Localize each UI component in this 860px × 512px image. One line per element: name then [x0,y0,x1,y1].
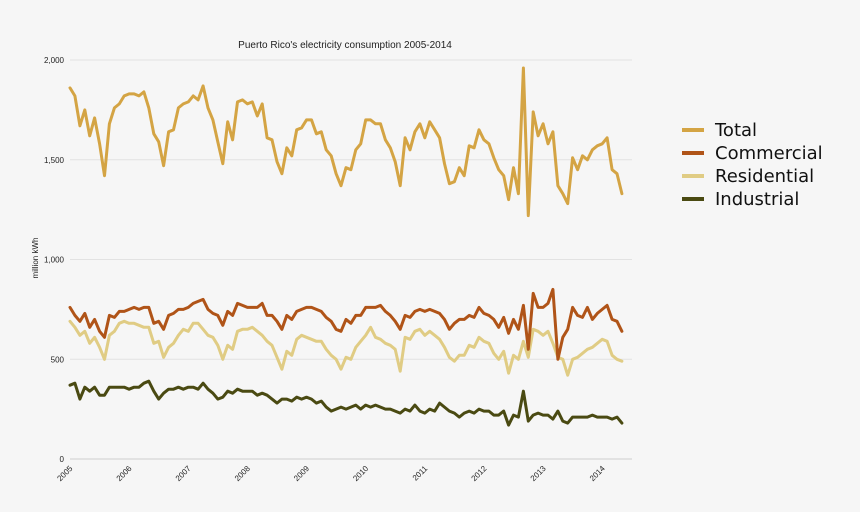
y-tick-label: 1,000 [44,256,65,265]
x-tick-label: 2011 [411,464,430,483]
y-tick-label: 0 [60,455,65,464]
series-line-industrial [68,379,624,427]
series-lines [68,66,624,427]
legend-label-commercial: Commercial [715,143,823,164]
y-tick-label: 500 [51,355,65,364]
legend-label-total: Total [714,120,757,141]
y-tick-label: 1,500 [44,156,65,165]
x-tick-label: 2010 [351,464,370,483]
series-line-residential [68,319,624,377]
x-tick-label: 2014 [588,464,607,483]
x-tick-label: 2008 [233,464,252,483]
series-line-commercial [68,287,624,361]
legend-label-industrial: Industrial [715,189,799,210]
grid-lines [70,59,632,460]
x-tick-label: 2013 [529,464,548,483]
y-tick-labels: 0 500 1,000 1,500 2,000 [44,56,65,464]
series-line-total [68,66,624,218]
x-tick-label: 2006 [115,464,134,483]
x-tick-label: 2005 [55,464,74,483]
chart-title: Puerto Rico's electricity consumption 20… [238,40,452,51]
x-tick-label: 2009 [292,464,311,483]
x-tick-label: 2007 [174,464,193,483]
x-tick-label: 2012 [470,464,489,483]
legend-label-residential: Residential [715,166,814,187]
y-tick-label: 2,000 [44,56,65,65]
x-tick-labels: 2005 2006 2007 2008 2009 2010 2011 2012 2013 2014 [55,464,607,483]
y-axis-label: million kWh [31,238,40,279]
